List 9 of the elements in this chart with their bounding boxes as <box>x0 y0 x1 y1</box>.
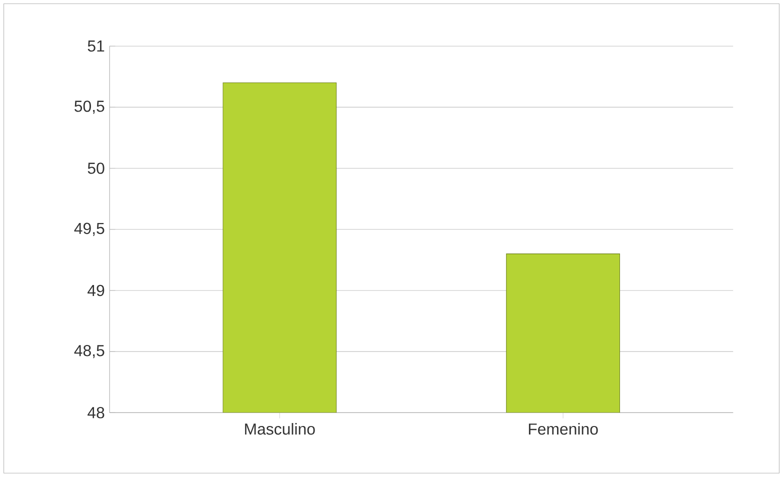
y-tick-label: 50 <box>88 162 104 174</box>
y-tick-label: 48,5 <box>74 345 104 358</box>
y-tick-label: 50,5 <box>74 100 104 114</box>
x-tick-label: Femenino <box>528 423 598 435</box>
y-tick-label: 49,5 <box>74 222 104 236</box>
y-tick-label: 51 <box>88 40 104 52</box>
y-tick-label: 48 <box>88 407 104 418</box>
y-tick-label: 49 <box>88 284 104 296</box>
x-tick-label: Masculino <box>245 423 315 435</box>
